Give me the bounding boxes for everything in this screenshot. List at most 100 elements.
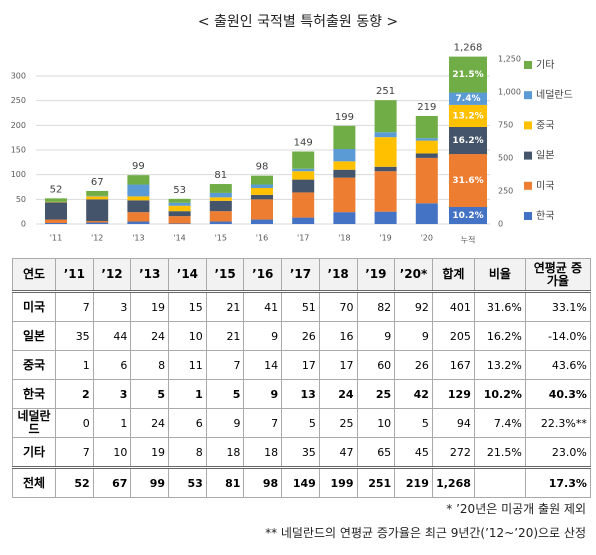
y-tick-label: 200 <box>11 121 26 130</box>
value-cell: 10 <box>356 408 396 438</box>
x-tick-label: '12 <box>91 234 103 243</box>
x-tick-label: '15 <box>215 234 227 243</box>
value-cell: 1 <box>55 350 94 380</box>
value-cell: 18 <box>205 437 245 468</box>
legend-swatch <box>524 121 532 130</box>
bar-segment <box>333 169 356 178</box>
y2-tick-label: 500 <box>498 154 513 163</box>
x-tick-label: '14 <box>173 234 185 243</box>
total-label: 98 <box>256 162 269 173</box>
value-cell: 70 <box>318 291 358 322</box>
value-cell: 9 <box>394 321 433 351</box>
header-cell: ’20* <box>394 258 433 293</box>
row-label: 미국 <box>12 291 56 322</box>
bar-segment <box>415 153 438 158</box>
table-row: 일본 35 44 24 10 21 9 26 16 9 9 205 16.2% -14.0% <box>12 321 591 351</box>
bar-segment <box>251 194 273 200</box>
value-cell: 0 <box>55 408 94 438</box>
total-label: 53 <box>173 185 186 196</box>
value-cell: 149 <box>281 466 320 498</box>
bar-segment <box>168 198 191 203</box>
value-cell: 5 <box>205 379 245 409</box>
footnote: * ’20년은 미공개 출원 제외 <box>446 502 586 516</box>
share-label: 10.2% <box>452 211 483 221</box>
y-tick-label: 250 <box>11 96 26 105</box>
total-label: 199 <box>335 112 354 123</box>
growth-cell: 33.1% <box>524 291 591 322</box>
share-label: 13.2% <box>452 111 483 121</box>
bar-segment <box>168 202 191 206</box>
y2-tick-label: 1,000 <box>498 88 521 97</box>
value-cell: 26 <box>394 350 433 380</box>
y-tick-label: 50 <box>16 195 26 204</box>
bar-segment <box>127 175 150 185</box>
share-label: 7.4% <box>456 94 481 104</box>
total-cell: 94 <box>431 408 475 438</box>
bar-segment <box>251 187 273 195</box>
bar-segment <box>333 212 356 224</box>
value-cell: 65 <box>356 437 396 468</box>
value-cell: 13 <box>281 379 320 409</box>
row-label: 일본 <box>12 321 56 351</box>
bar-segment <box>415 157 438 204</box>
cumulative-segment <box>449 154 487 207</box>
x-tick-label: 누적 <box>461 235 476 245</box>
total-cell: 129 <box>431 379 475 409</box>
value-cell: 35 <box>55 321 94 351</box>
total-cell: 272 <box>431 437 475 468</box>
value-cell: 53 <box>168 466 207 498</box>
ratio-cell: 31.6% <box>473 291 526 322</box>
value-cell: 1 <box>168 379 207 409</box>
data-table: 연도 ’11’12’13’14’15’16’17’18’19’20* 합계 비율 연평균… <box>12 258 591 498</box>
value-cell: 99 <box>130 466 170 498</box>
legend-label: 한국 <box>536 210 554 222</box>
bar-segment <box>251 199 273 220</box>
value-cell: 6 <box>92 350 132 380</box>
value-cell: 21 <box>205 291 245 322</box>
ratio-cell: 10.2% <box>473 379 526 409</box>
bar-segment <box>127 184 150 197</box>
total-cell: 401 <box>431 291 475 322</box>
value-cell: 199 <box>318 466 358 498</box>
bar-segment <box>374 171 397 212</box>
chart-title: < 출원인 국적별 특허출원 동향 > <box>198 14 398 30</box>
y2-tick-label: 250 <box>498 187 513 196</box>
total-cell: 167 <box>431 350 475 380</box>
y2-tick-label: 750 <box>498 121 513 130</box>
row-label: 전체 <box>12 466 56 498</box>
share-label: 21.5% <box>452 70 483 80</box>
cumulative-total-label: 1,268 <box>454 43 483 54</box>
value-cell: 21 <box>205 321 245 351</box>
bar-segment <box>333 125 356 150</box>
header-cell: ’15 <box>205 258 245 293</box>
total-label: 81 <box>214 170 227 181</box>
value-cell: 11 <box>168 350 207 380</box>
legend-swatch <box>524 181 532 190</box>
value-cell: 10 <box>92 437 132 468</box>
value-cell: 219 <box>394 466 433 498</box>
growth-cell: 23.0% <box>524 437 591 468</box>
value-cell: 9 <box>205 408 245 438</box>
value-cell: 2 <box>55 379 94 409</box>
value-cell: 98 <box>243 466 283 498</box>
bar-segment <box>209 197 232 201</box>
bar-segment <box>374 132 397 138</box>
growth-cell: 22.3%** <box>524 408 591 438</box>
value-cell: 44 <box>92 321 132 351</box>
cumulative-segment <box>449 104 487 127</box>
bar-segment <box>251 219 273 224</box>
bar-segment <box>415 140 438 154</box>
bar-segment <box>374 137 397 167</box>
bar-segment <box>415 138 438 141</box>
header-cell: ’18 <box>318 258 358 293</box>
value-cell: 251 <box>356 466 396 498</box>
ratio-cell: 7.4% <box>473 408 526 438</box>
value-cell: 42 <box>394 379 433 409</box>
legend-swatch <box>524 61 532 69</box>
ratio-cell: 21.5% <box>473 437 526 468</box>
bar-segment <box>209 200 232 212</box>
bar-segment <box>209 184 232 193</box>
cumulative-segment <box>449 206 487 224</box>
value-cell: 25 <box>356 379 396 409</box>
value-cell: 35 <box>281 437 320 468</box>
